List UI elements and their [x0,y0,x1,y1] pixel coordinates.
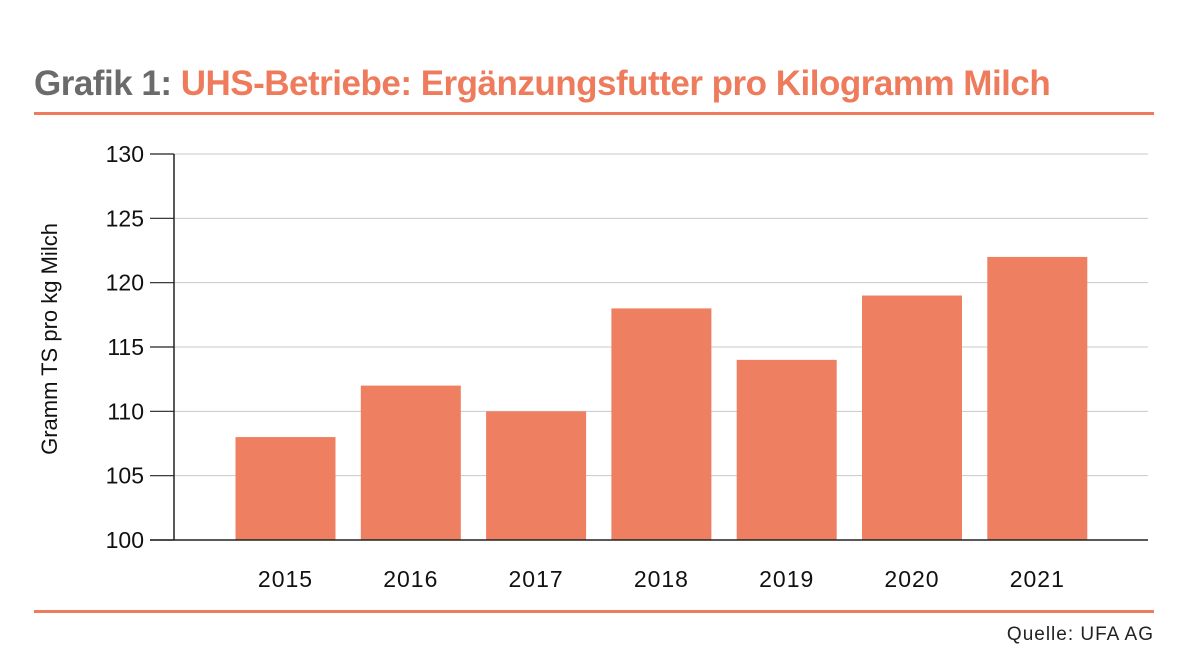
title-prefix: Grafik 1: [34,64,172,103]
x-tick-label: 2019 [759,566,814,592]
x-tick-label: 2020 [884,566,939,592]
bottom-divider [34,610,1154,613]
bars [235,256,1088,540]
title-main: UHS-Betriebe: Ergänzungsfutter pro Kilog… [180,64,1051,103]
y-tick-label: 100 [106,527,144,553]
y-tick-label: 130 [106,141,144,167]
source-note: Quelle: UFA AG [1006,624,1154,645]
bar-2015 [235,437,336,540]
bar-2017 [486,411,587,540]
y-tick-label: 125 [106,205,144,231]
axes [150,153,1148,541]
bar-2018 [611,308,712,540]
y-tick-label: 110 [107,398,144,424]
x-tick-label: 2017 [509,566,564,592]
bar-2021 [987,256,1088,540]
bar-2016 [360,385,461,540]
y-tick-label: 115 [107,334,144,360]
x-tick-label: 2021 [1010,566,1065,592]
y-tick-label: 120 [106,270,144,296]
x-tick-label: 2015 [258,566,313,592]
y-tick-label: 105 [106,463,144,489]
x-tick-label: 2016 [383,566,438,592]
bar-2020 [862,295,962,540]
chart-title: Grafik 1: UHS-Betriebe: Ergänzungsfutter… [34,64,1051,104]
tick-labels: 100 105 110 115 120 125 130 2015 2016 2017 2018 201… [106,141,1065,592]
x-tick-label: 2018 [634,566,689,592]
top-divider [34,112,1154,115]
y-axis-label: Gramm TS pro kg Milch [37,223,62,455]
bar-2019 [736,359,837,540]
